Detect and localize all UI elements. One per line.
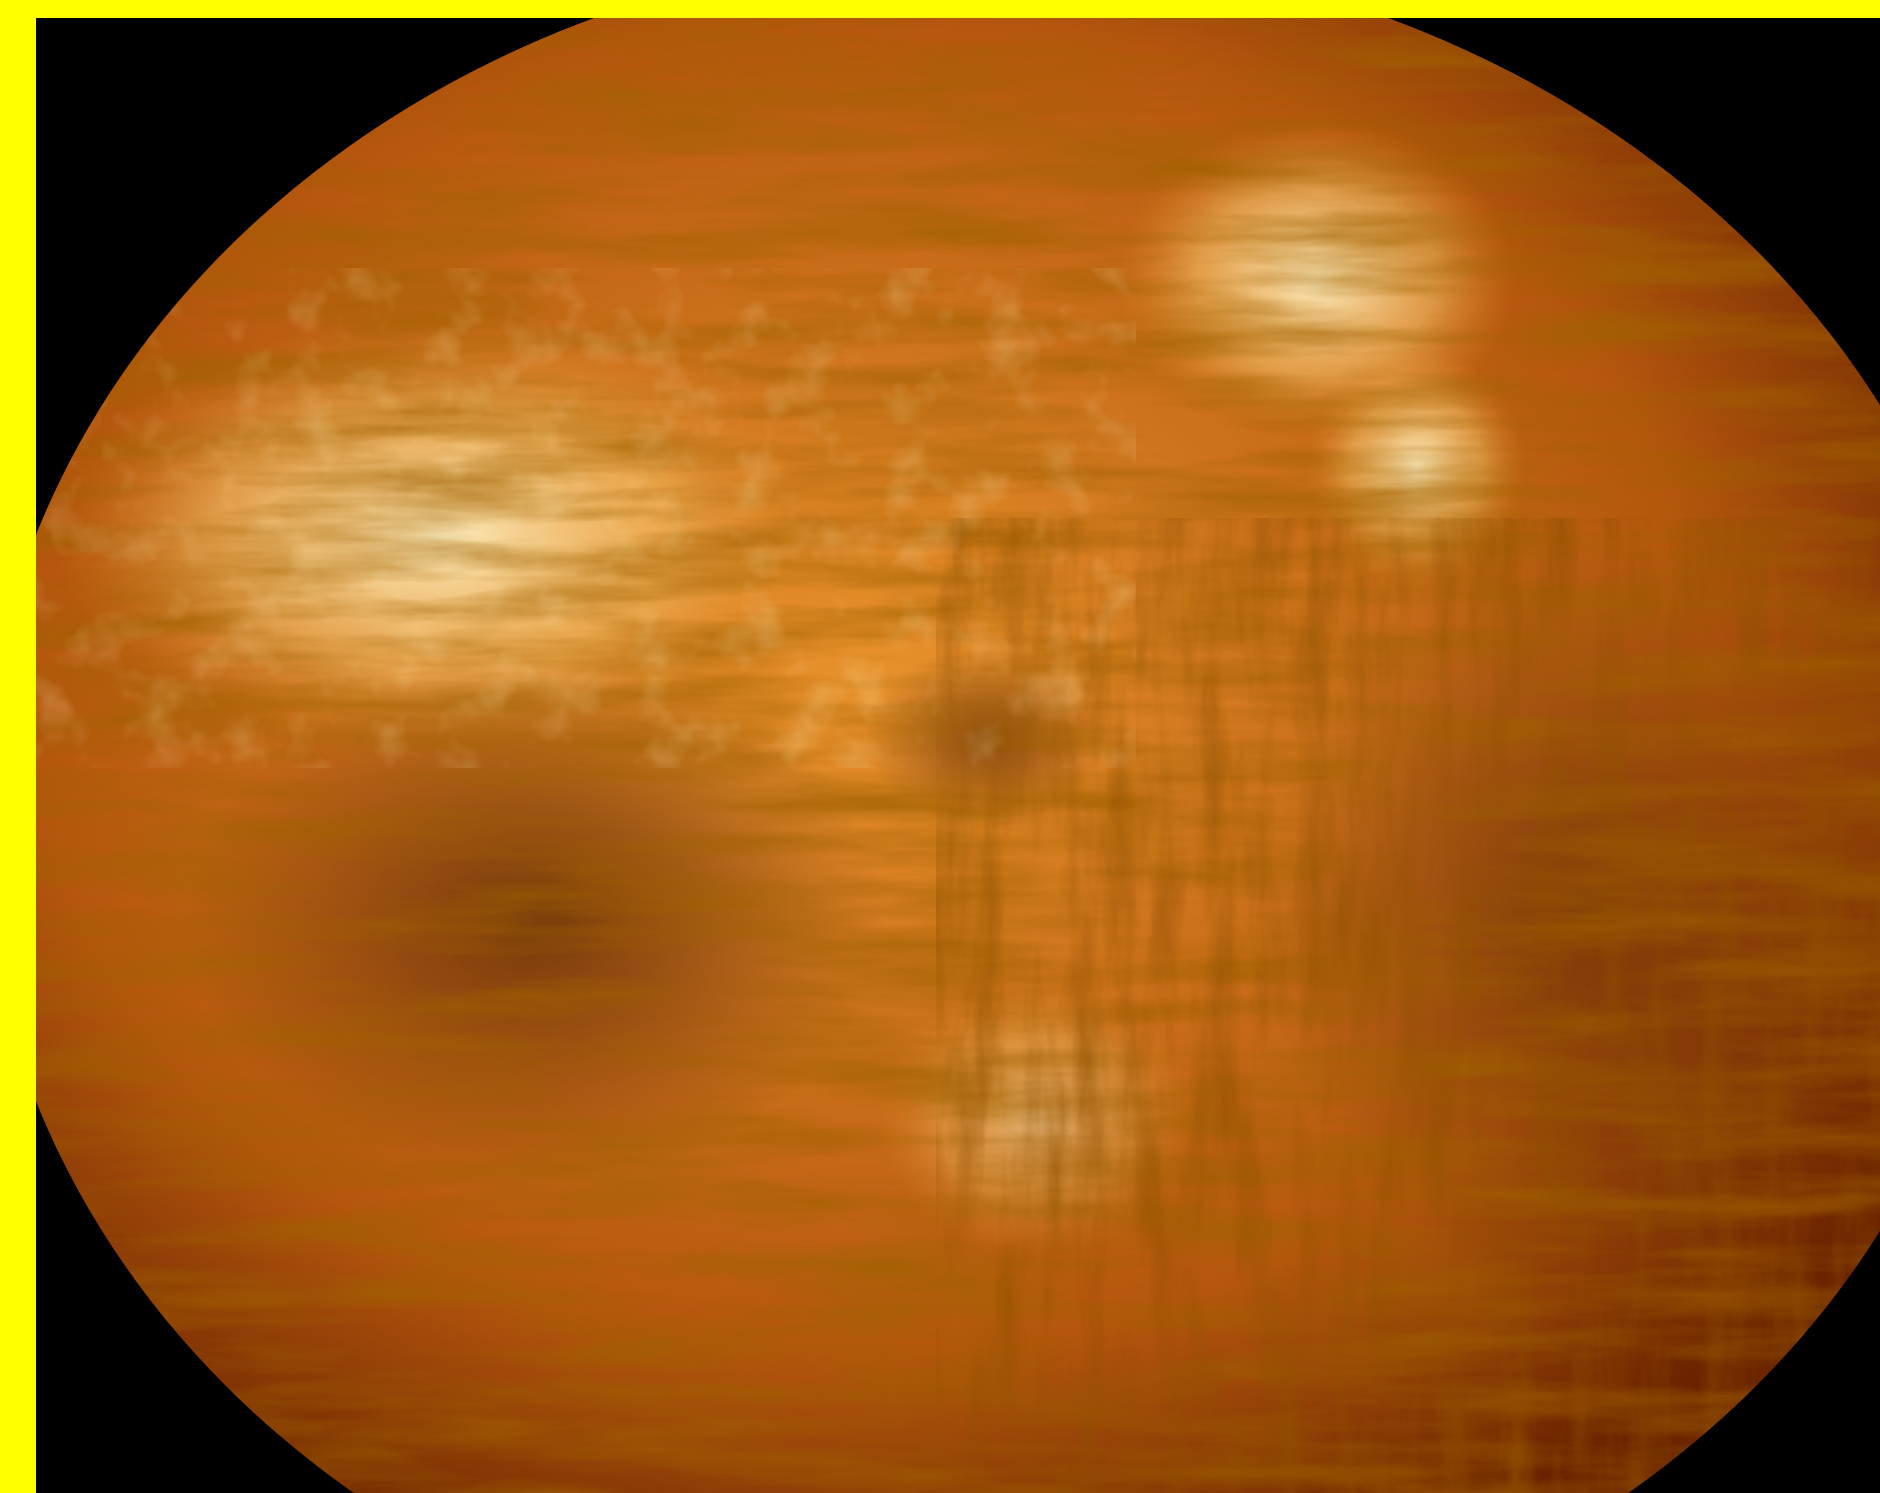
yellow-frame-left bbox=[0, 0, 36, 1493]
solar-disc bbox=[36, 18, 1880, 1493]
field-of-view bbox=[36, 18, 1880, 1493]
granule-texture bbox=[36, 268, 1136, 768]
yellow-frame-top bbox=[0, 0, 1880, 18]
solar-image bbox=[36, 18, 1880, 1493]
